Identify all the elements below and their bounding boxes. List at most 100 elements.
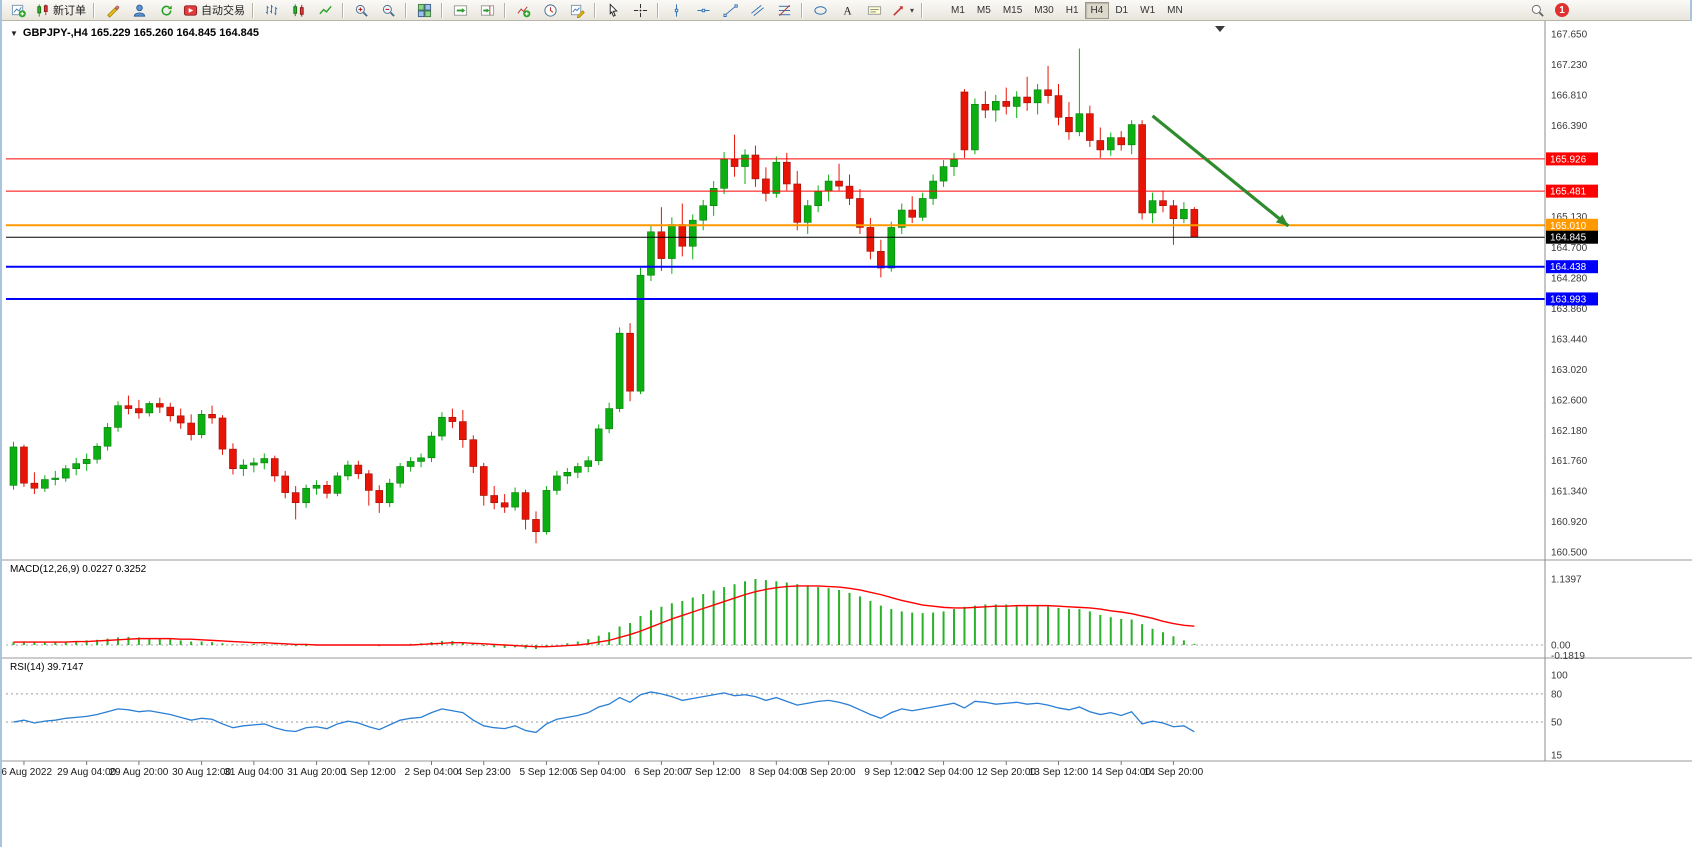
shapes-button[interactable] — [807, 0, 833, 20]
svg-text:2 Sep 04:00: 2 Sep 04:00 — [405, 767, 459, 778]
refresh-button[interactable] — [153, 0, 179, 20]
vline-button[interactable] — [663, 0, 689, 20]
channel-button[interactable] — [744, 0, 770, 20]
timeframe-w1[interactable]: W1 — [1140, 4, 1156, 16]
chart-shift-marker[interactable] — [1215, 26, 1225, 32]
svg-text:163.020: 163.020 — [1551, 365, 1588, 376]
svg-text:8 Sep 20:00: 8 Sep 20:00 — [802, 767, 856, 778]
arrows-button[interactable]: ▾ — [888, 0, 917, 20]
profile-icon — [133, 4, 145, 17]
timeframe-h1[interactable]: H1 — [1065, 4, 1079, 16]
timeframe-m15[interactable]: M15 — [1002, 4, 1023, 16]
new-chart-button[interactable] — [5, 0, 31, 20]
chevron-down-icon: ▾ — [910, 5, 915, 15]
svg-text:31 Aug 04:00: 31 Aug 04:00 — [224, 767, 283, 778]
svg-text:5 Sep 12:00: 5 Sep 12:00 — [519, 767, 573, 778]
arrow-icon — [893, 5, 903, 16]
search-button[interactable] — [1524, 0, 1550, 20]
timeframe-d1[interactable]: D1 — [1115, 4, 1129, 16]
trend-arrow-annotation[interactable] — [1151, 114, 1290, 228]
svg-text:8 Sep 04:00: 8 Sep 04:00 — [749, 767, 803, 778]
notification-badge[interactable]: 1 — [1555, 3, 1569, 17]
trendline-button[interactable] — [717, 0, 743, 20]
label-button[interactable] — [861, 0, 887, 20]
zoom-in-button[interactable] — [348, 0, 374, 20]
cursor-button[interactable] — [600, 0, 626, 20]
toolbar-separator — [93, 2, 95, 18]
toolbar-separator — [921, 2, 924, 18]
chart-shift-button[interactable] — [474, 0, 500, 20]
svg-text:167.230: 167.230 — [1551, 60, 1588, 71]
periods-button[interactable] — [537, 0, 563, 20]
svg-text:164.280: 164.280 — [1551, 274, 1588, 285]
svg-text:1.1397: 1.1397 — [1551, 575, 1582, 586]
indicators-button[interactable] — [510, 0, 536, 20]
tile-windows-button[interactable] — [411, 0, 437, 20]
svg-text:161.760: 161.760 — [1551, 456, 1588, 467]
svg-text:163.993: 163.993 — [1550, 294, 1587, 305]
price-tag — [1546, 218, 1598, 232]
new-order-button[interactable]: 新订单 — [32, 0, 89, 20]
svg-text:161.340: 161.340 — [1551, 487, 1588, 498]
svg-text:160.500: 160.500 — [1551, 548, 1588, 559]
candlestick-chart-button[interactable] — [285, 0, 311, 20]
pencil-icon — [106, 5, 119, 18]
timeframe-m30[interactable]: M30 — [1034, 4, 1054, 16]
toolbar-separator — [504, 2, 506, 18]
timeframe-m5[interactable]: M5 — [976, 4, 991, 16]
svg-text:15: 15 — [1551, 751, 1563, 762]
svg-text:30 Aug 12:00: 30 Aug 12:00 — [172, 767, 231, 778]
indicators-add-icon — [517, 5, 530, 17]
toolbar-separator — [441, 2, 443, 18]
toolbar-separator — [342, 2, 344, 18]
svg-text:100: 100 — [1551, 671, 1568, 682]
timeframe-m1[interactable]: M1 — [951, 4, 965, 16]
svg-text:165.010: 165.010 — [1550, 221, 1587, 232]
bar-chart-button[interactable] — [258, 0, 284, 20]
svg-text:80: 80 — [1551, 689, 1563, 700]
svg-text:1 Sep 12:00: 1 Sep 12:00 — [342, 767, 396, 778]
vertical-line-icon — [674, 3, 678, 17]
profile-button[interactable] — [126, 0, 152, 20]
toolbar-separator — [405, 2, 407, 18]
metaeditor-button[interactable] — [99, 0, 125, 20]
price-tag — [1546, 230, 1598, 244]
toolbar-separator — [657, 2, 659, 18]
text-button[interactable]: A — [834, 0, 860, 20]
auto-scroll-button[interactable] — [447, 0, 473, 20]
zoom-out-button[interactable] — [375, 0, 401, 20]
svg-text:31 Aug 20:00: 31 Aug 20:00 — [287, 767, 346, 778]
templates-button[interactable] — [564, 0, 590, 20]
svg-text:6 Sep 20:00: 6 Sep 20:00 — [634, 767, 688, 778]
ellipse-icon — [813, 5, 827, 15]
crosshair-button[interactable] — [627, 0, 653, 20]
chart-canvas[interactable]: 167.650 167.230 166.810 166.390 165.130 164.7… — [2, 21, 1692, 847]
price-tag — [1546, 152, 1598, 166]
line-chart-button[interactable] — [312, 0, 338, 20]
timeframe-mn[interactable]: MN — [1167, 4, 1183, 16]
svg-text:163.860: 163.860 — [1551, 304, 1588, 315]
tile-windows-icon — [417, 3, 431, 17]
rsi-line — [13, 691, 1195, 734]
svg-text:50: 50 — [1551, 718, 1563, 729]
svg-text:166.810: 166.810 — [1551, 90, 1588, 101]
auto-trading-button[interactable]: 自动交易 — [180, 0, 248, 20]
timeframe-h4[interactable]: H4 — [1084, 1, 1110, 19]
svg-text:165.481: 165.481 — [1550, 187, 1587, 198]
cursor-icon — [609, 2, 618, 17]
svg-text:166.390: 166.390 — [1551, 121, 1588, 132]
new-chart-icon — [11, 4, 26, 17]
price-tag — [1546, 260, 1598, 274]
line-chart-icon — [318, 5, 332, 14]
channel-icon — [750, 4, 764, 16]
main-toolbar: 新订单 自动交易 A ▾ M1 M5 M1 — [2, 0, 1690, 21]
fibonacci-button[interactable] — [771, 0, 797, 20]
clock-icon — [543, 3, 557, 17]
template-icon — [570, 4, 585, 18]
svg-text:4 Sep 23:00: 4 Sep 23:00 — [457, 767, 511, 778]
hline-button[interactable] — [690, 0, 716, 20]
search-icon — [1531, 4, 1544, 17]
timeframe-toolbar: M1 M5 M15 M30 H1 H4 D1 W1 MN — [945, 1, 1189, 19]
